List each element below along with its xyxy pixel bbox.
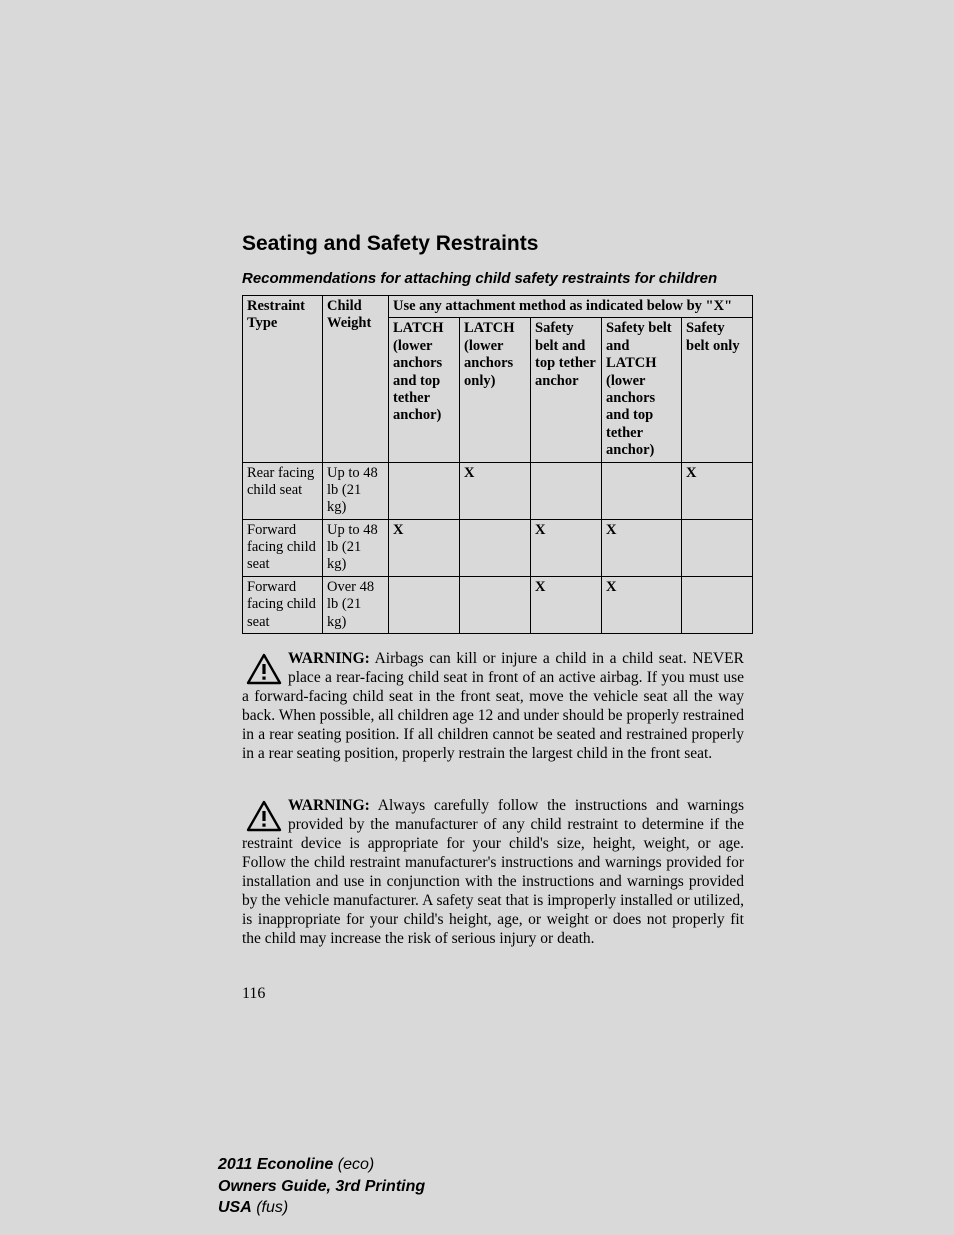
warning-label: WARNING: <box>288 650 370 667</box>
restraints-table: Restraint Type Child Weight Use any atta… <box>242 295 753 634</box>
col-header-m1: LATCH (lower anchors and top tether anch… <box>389 318 460 462</box>
col-header-m3: Safety belt and top tether anchor <box>531 318 602 462</box>
col-header-restraint: Restraint Type <box>243 296 323 463</box>
footer-line-2: Owners Guide, 3rd Printing <box>218 1176 425 1198</box>
col-header-m5: Safety belt only <box>682 318 753 462</box>
cell-m2 <box>460 519 531 576</box>
cell-restraint: Forward facing child seat <box>243 519 323 576</box>
cell-m1 <box>389 576 460 633</box>
col-header-span: Use any attachment method as indicated b… <box>389 296 753 318</box>
warning-text: Always carefully follow the instructions… <box>242 797 744 946</box>
section-title: Seating and Safety Restraints <box>242 232 744 256</box>
cell-weight: Up to 48 lb (21 kg) <box>323 519 389 576</box>
warning-block: WARNING: Airbags can kill or injure a ch… <box>242 650 744 763</box>
cell-m3 <box>531 462 602 519</box>
cell-m5 <box>682 519 753 576</box>
footer-line-3: USA (fus) <box>218 1197 425 1219</box>
table-header-row: Restraint Type Child Weight Use any atta… <box>243 296 753 318</box>
cell-restraint: Rear facing child seat <box>243 462 323 519</box>
cell-m3: X <box>531 576 602 633</box>
manual-page: Seating and Safety Restraints Recommenda… <box>0 0 954 1235</box>
col-header-m2: LATCH (lower anchors only) <box>460 318 531 462</box>
cell-weight: Up to 48 lb (21 kg) <box>323 462 389 519</box>
cell-restraint: Forward facing child seat <box>243 576 323 633</box>
page-footer: 2011 Econoline (eco) Owners Guide, 3rd P… <box>218 1154 425 1219</box>
cell-m2: X <box>460 462 531 519</box>
cell-m4: X <box>602 576 682 633</box>
warning-label: WARNING: <box>288 797 370 814</box>
cell-m3: X <box>531 519 602 576</box>
page-number: 116 <box>242 985 744 1003</box>
col-header-m4: Safety belt and LATCH (lower anchors and… <box>602 318 682 462</box>
col-header-weight: Child Weight <box>323 296 389 463</box>
cell-m1 <box>389 462 460 519</box>
table-row: Forward facing child seat Up to 48 lb (2… <box>243 519 753 576</box>
cell-m4: X <box>602 519 682 576</box>
warning-triangle-icon <box>246 800 282 832</box>
cell-m1: X <box>389 519 460 576</box>
cell-m2 <box>460 576 531 633</box>
warning-block: WARNING: Always carefully follow the ins… <box>242 797 744 948</box>
table-subheading: Recommendations for attaching child safe… <box>242 270 744 287</box>
cell-m5: X <box>682 462 753 519</box>
cell-m5 <box>682 576 753 633</box>
cell-m4 <box>602 462 682 519</box>
table-row: Rear facing child seat Up to 48 lb (21 k… <box>243 462 753 519</box>
cell-weight: Over 48 lb (21 kg) <box>323 576 389 633</box>
warning-triangle-icon <box>246 653 282 685</box>
table-row: Forward facing child seat Over 48 lb (21… <box>243 576 753 633</box>
footer-line-1: 2011 Econoline (eco) <box>218 1154 425 1176</box>
